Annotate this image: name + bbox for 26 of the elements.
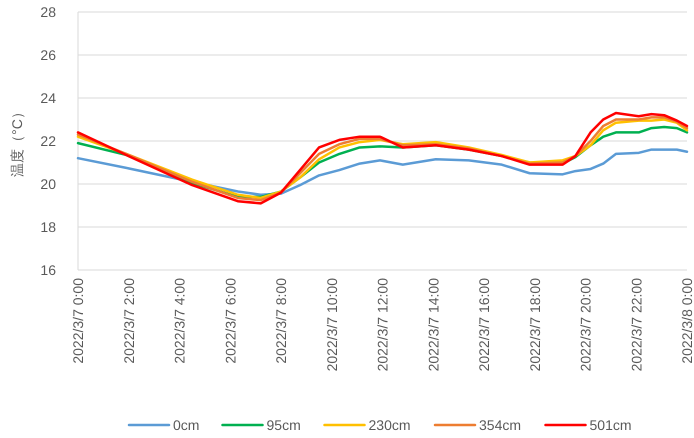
x-tick-label: 2022/3/7 4:00 <box>172 278 188 364</box>
legend-label: 501cm <box>590 417 632 433</box>
legend-label: 0cm <box>173 417 200 433</box>
y-tick-label: 18 <box>40 219 56 235</box>
x-tick-label: 2022/3/7 14:00 <box>425 278 442 372</box>
x-tick-label: 2022/3/7 18:00 <box>526 278 543 372</box>
x-tick-label: 2022/3/7 0:00 <box>70 278 86 364</box>
x-tick-label: 2022/3/7 10:00 <box>324 278 340 372</box>
y-tick-label: 28 <box>40 4 56 20</box>
y-axis-title: 温度（°C） <box>9 105 25 177</box>
x-tick-label: 2022/3/7 16:00 <box>476 278 492 372</box>
y-tick-label: 26 <box>40 47 56 63</box>
x-tick-label: 2022/3/7 6:00 <box>222 278 238 364</box>
x-tick-label: 2022/3/7 20:00 <box>578 278 594 372</box>
x-tick-label: 2022/3/7 12:00 <box>374 278 390 372</box>
x-tick-label: 2022/3/7 8:00 <box>273 278 289 364</box>
x-tick-label: 2022/3/7 22:00 <box>628 278 644 372</box>
legend-label: 230cm <box>368 417 411 433</box>
y-tick-label: 20 <box>40 176 56 192</box>
y-tick-label: 16 <box>40 262 56 278</box>
legend-label: 95cm <box>266 417 301 433</box>
legend-label: 354cm <box>479 417 522 433</box>
x-tick-label: 2022/3/8 0:00 <box>679 278 694 364</box>
x-tick-label: 2022/3/7 2:00 <box>120 278 137 364</box>
y-tick-label: 22 <box>40 133 56 149</box>
y-tick-label: 24 <box>40 90 56 106</box>
